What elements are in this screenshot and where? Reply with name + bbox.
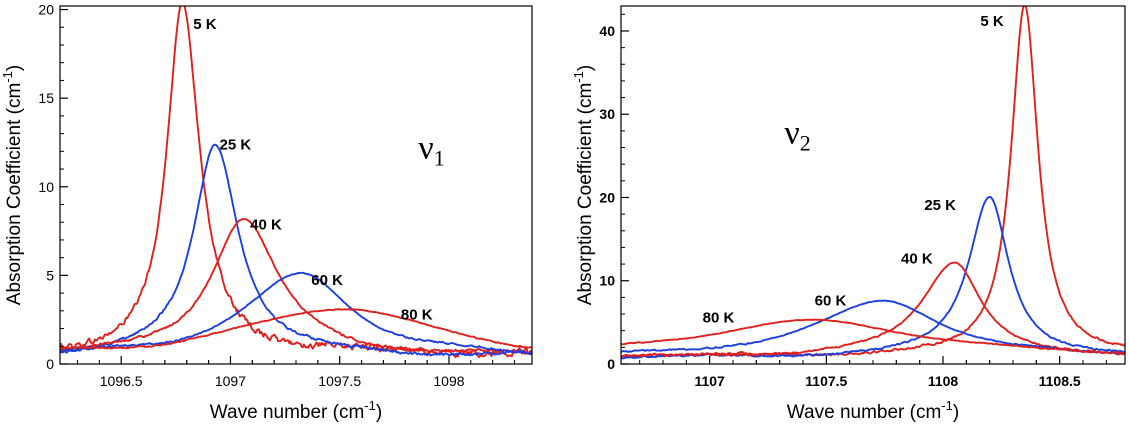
series-line-5k	[621, 6, 1125, 359]
y-tick-label: 5	[46, 267, 54, 283]
series-line-40k	[60, 218, 532, 355]
series-label-5k: 5 K	[193, 16, 217, 33]
series-line-25k	[60, 143, 532, 357]
series-line-80k	[621, 318, 1125, 355]
x-axis-label: Wave number (cm-1)	[210, 398, 382, 423]
mode-label: ν1	[418, 129, 444, 170]
plot-frame	[620, 5, 1126, 365]
x-tick-label: 1098	[433, 373, 464, 389]
y-axis-label: Absorption Coefficient (cm-1)	[571, 65, 596, 305]
x-axis-label: Wave number (cm-1)	[787, 398, 959, 423]
y-axis-label: Absorption Coefficient (cm-1)	[0, 65, 25, 305]
y-tick-label: 0	[46, 356, 54, 372]
x-tick-label: 1107.5	[805, 373, 847, 389]
chart-panel-nu2: 1107 1107.5 1108 1108.5 0 10 20 30 40 Wave number…	[571, 5, 1126, 423]
y-tick-label: 30	[599, 106, 615, 122]
series-label-25k: 25 K	[220, 137, 252, 154]
y-tick-label: 20	[599, 189, 615, 205]
y-tick-label: 0	[607, 356, 615, 372]
series-label-80k: 80 K	[703, 309, 735, 326]
series-label-5k: 5 K	[980, 13, 1004, 30]
y-tick-label: 20	[38, 2, 54, 18]
x-tick-label: 1108.5	[1039, 373, 1081, 389]
series-label-80k: 80 K	[401, 307, 433, 324]
series-label-40k: 40 K	[901, 250, 933, 267]
series-line-40k	[621, 261, 1125, 358]
series-line-80k	[60, 308, 532, 350]
x-tick-label: 1108	[928, 373, 959, 389]
series-group	[621, 6, 1125, 360]
series-line-60k	[621, 299, 1125, 355]
mode-label: ν2	[784, 114, 810, 155]
series-line-25k	[621, 196, 1125, 360]
y-tick-label: 15	[38, 90, 54, 106]
y-tick-label: 40	[599, 23, 615, 39]
series-line-5k	[60, 6, 532, 359]
x-tick-label: 1097.5	[318, 373, 361, 389]
y-tick-label: 10	[38, 179, 54, 195]
series-label-40k: 40 K	[250, 216, 282, 233]
series-label-25k: 25 K	[924, 197, 956, 214]
x-tick-label: 1097	[215, 373, 246, 389]
series-label-60k: 60 K	[311, 272, 343, 289]
y-tick-label: 10	[599, 273, 615, 289]
chart-panel-nu1: 1096.5 1097 1097.5 1098 0 5 10 15 20 Wave number …	[0, 2, 533, 423]
series-group	[60, 6, 532, 359]
x-tick-label: 1096.5	[100, 373, 143, 389]
series-line-60k	[60, 271, 532, 356]
x-tick-label: 1107	[694, 373, 725, 389]
series-label-60k: 60 K	[815, 293, 847, 310]
plot-frame	[59, 5, 533, 365]
